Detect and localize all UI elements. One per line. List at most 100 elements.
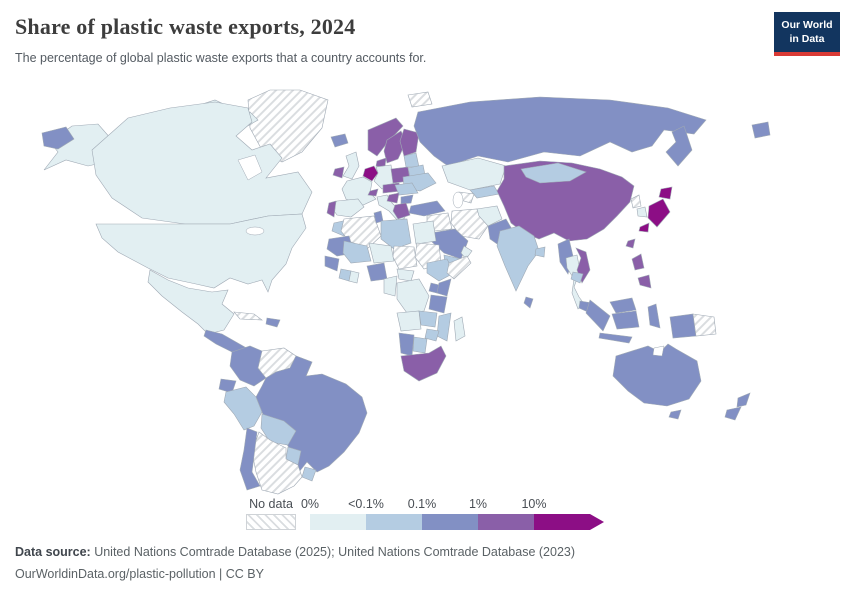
- country-afghanistan[interactable]: [476, 205, 503, 227]
- footer-source-label: Data source:: [15, 545, 91, 559]
- country-greenland[interactable]: [247, 89, 329, 163]
- country-india[interactable]: [496, 225, 540, 292]
- page-subtitle: The percentage of global plastic waste e…: [15, 51, 427, 65]
- country-philippines-luzon[interactable]: [631, 253, 645, 271]
- legend-tick-label: <0.1%: [348, 497, 384, 511]
- country-ireland[interactable]: [332, 166, 345, 179]
- country-netherlands-belgium[interactable]: [362, 165, 379, 182]
- footer-source-text: United Nations Comtrade Database (2025);…: [90, 545, 576, 559]
- country-libya[interactable]: [380, 218, 412, 250]
- footer-link[interactable]: OurWorldinData.org/plastic-pollution: [15, 566, 216, 581]
- country-papua-new-guinea[interactable]: [692, 313, 717, 337]
- country-zimbabwe[interactable]: [424, 328, 440, 342]
- country-finland[interactable]: [399, 128, 420, 157]
- country-drc[interactable]: [396, 278, 430, 314]
- country-bolivia[interactable]: [260, 413, 297, 446]
- country-uruguay[interactable]: [301, 466, 317, 482]
- country-cameroon[interactable]: [383, 275, 398, 297]
- country-hungary-romania[interactable]: [394, 182, 419, 196]
- country-japan-hokkaido[interactable]: [658, 186, 673, 200]
- country-angola[interactable]: [396, 310, 422, 332]
- country-niger[interactable]: [368, 242, 395, 264]
- country-bangladesh[interactable]: [534, 246, 546, 258]
- country-chukotka-west[interactable]: [41, 126, 75, 150]
- country-cuba[interactable]: [233, 311, 263, 321]
- country-turkey[interactable]: [408, 200, 446, 217]
- country-indonesia-sulawesi[interactable]: [647, 303, 661, 329]
- country-new-zealand-north[interactable]: [736, 392, 751, 408]
- legend-bin-10%[interactable]: [534, 514, 590, 530]
- footer-source-line: Data source: United Nations Comtrade Dat…: [15, 542, 575, 564]
- country-philippines-mindanao[interactable]: [637, 274, 652, 289]
- country-russia[interactable]: [413, 96, 707, 167]
- country-ghana[interactable]: [348, 270, 360, 284]
- country-malaysia-borneo[interactable]: [609, 297, 637, 314]
- country-ethiopia[interactable]: [426, 258, 455, 282]
- footer: Data source: United Nations Comtrade Dat…: [15, 542, 575, 586]
- country-japan-kyushu[interactable]: [638, 222, 650, 233]
- hudson-bay: [237, 154, 263, 181]
- country-egypt[interactable]: [412, 220, 437, 245]
- country-mexico[interactable]: [147, 269, 235, 335]
- country-usa[interactable]: [95, 213, 307, 293]
- legend-bin-<0.1%[interactable]: [366, 514, 422, 530]
- country-mozambique[interactable]: [436, 312, 452, 342]
- country-indonesia-west-papua[interactable]: [669, 313, 697, 339]
- owid-logo-line2: in Data: [789, 32, 825, 45]
- country-kenya[interactable]: [436, 278, 452, 297]
- country-south-africa[interactable]: [400, 345, 447, 382]
- country-japan-honshu[interactable]: [647, 198, 671, 228]
- legend-arrow: [590, 514, 604, 530]
- country-central-african-republic[interactable]: [396, 268, 415, 282]
- country-peru[interactable]: [223, 386, 263, 431]
- country-taiwan[interactable]: [625, 238, 636, 249]
- country-south-korea[interactable]: [636, 206, 648, 218]
- country-mongolia[interactable]: [520, 162, 587, 184]
- country-zambia[interactable]: [418, 310, 438, 328]
- country-somalia[interactable]: [446, 255, 472, 280]
- country-mali[interactable]: [342, 240, 372, 264]
- country-tanzania[interactable]: [428, 294, 448, 314]
- legend-bar: [310, 514, 604, 530]
- country-indonesia-kalimantan[interactable]: [611, 310, 640, 330]
- country-uk[interactable]: [342, 151, 360, 180]
- country-hispaniola[interactable]: [265, 317, 281, 328]
- country-china[interactable]: [496, 160, 635, 242]
- legend-bin-0.1%[interactable]: [422, 514, 478, 530]
- country-canada[interactable]: [91, 101, 313, 225]
- owid-logo[interactable]: Our World in Data: [774, 12, 840, 57]
- country-chad[interactable]: [392, 245, 418, 270]
- country-greece[interactable]: [392, 202, 411, 220]
- country-botswana[interactable]: [412, 336, 428, 354]
- country-sri-lanka[interactable]: [523, 296, 534, 309]
- legend-bin-1%[interactable]: [478, 514, 534, 530]
- country-bulgaria[interactable]: [400, 194, 414, 205]
- country-cambodia[interactable]: [570, 271, 584, 284]
- country-chukotka-east[interactable]: [751, 121, 771, 139]
- country-iceland[interactable]: [330, 133, 349, 148]
- country-new-zealand-south[interactable]: [724, 406, 742, 421]
- country-france[interactable]: [341, 176, 377, 207]
- country-indonesia-java[interactable]: [598, 332, 633, 344]
- country-kamchatka[interactable]: [665, 125, 693, 167]
- footer-license: | CC BY: [215, 566, 264, 581]
- country-chile[interactable]: [239, 427, 261, 491]
- legend-tick-label: 10%: [521, 497, 547, 511]
- country-north-korea[interactable]: [630, 194, 642, 209]
- country-balkans[interactable]: [386, 192, 400, 204]
- country-tasmania[interactable]: [668, 409, 682, 420]
- country-svalbard[interactable]: [407, 91, 433, 108]
- country-indonesia-sumatra[interactable]: [585, 299, 611, 332]
- country-namibia[interactable]: [398, 332, 415, 357]
- country-switzerland[interactable]: [367, 188, 379, 197]
- country-nigeria[interactable]: [366, 262, 388, 282]
- country-madagascar[interactable]: [453, 316, 466, 342]
- legend-no-data-swatch[interactable]: [246, 514, 296, 530]
- country-kazakhstan[interactable]: [441, 157, 507, 191]
- legend-bin-0%[interactable]: [310, 514, 366, 530]
- country-senegal[interactable]: [324, 255, 340, 272]
- country-argentina[interactable]: [251, 431, 303, 495]
- country-portugal[interactable]: [326, 200, 337, 218]
- legend-no-data-label: No data: [249, 497, 293, 511]
